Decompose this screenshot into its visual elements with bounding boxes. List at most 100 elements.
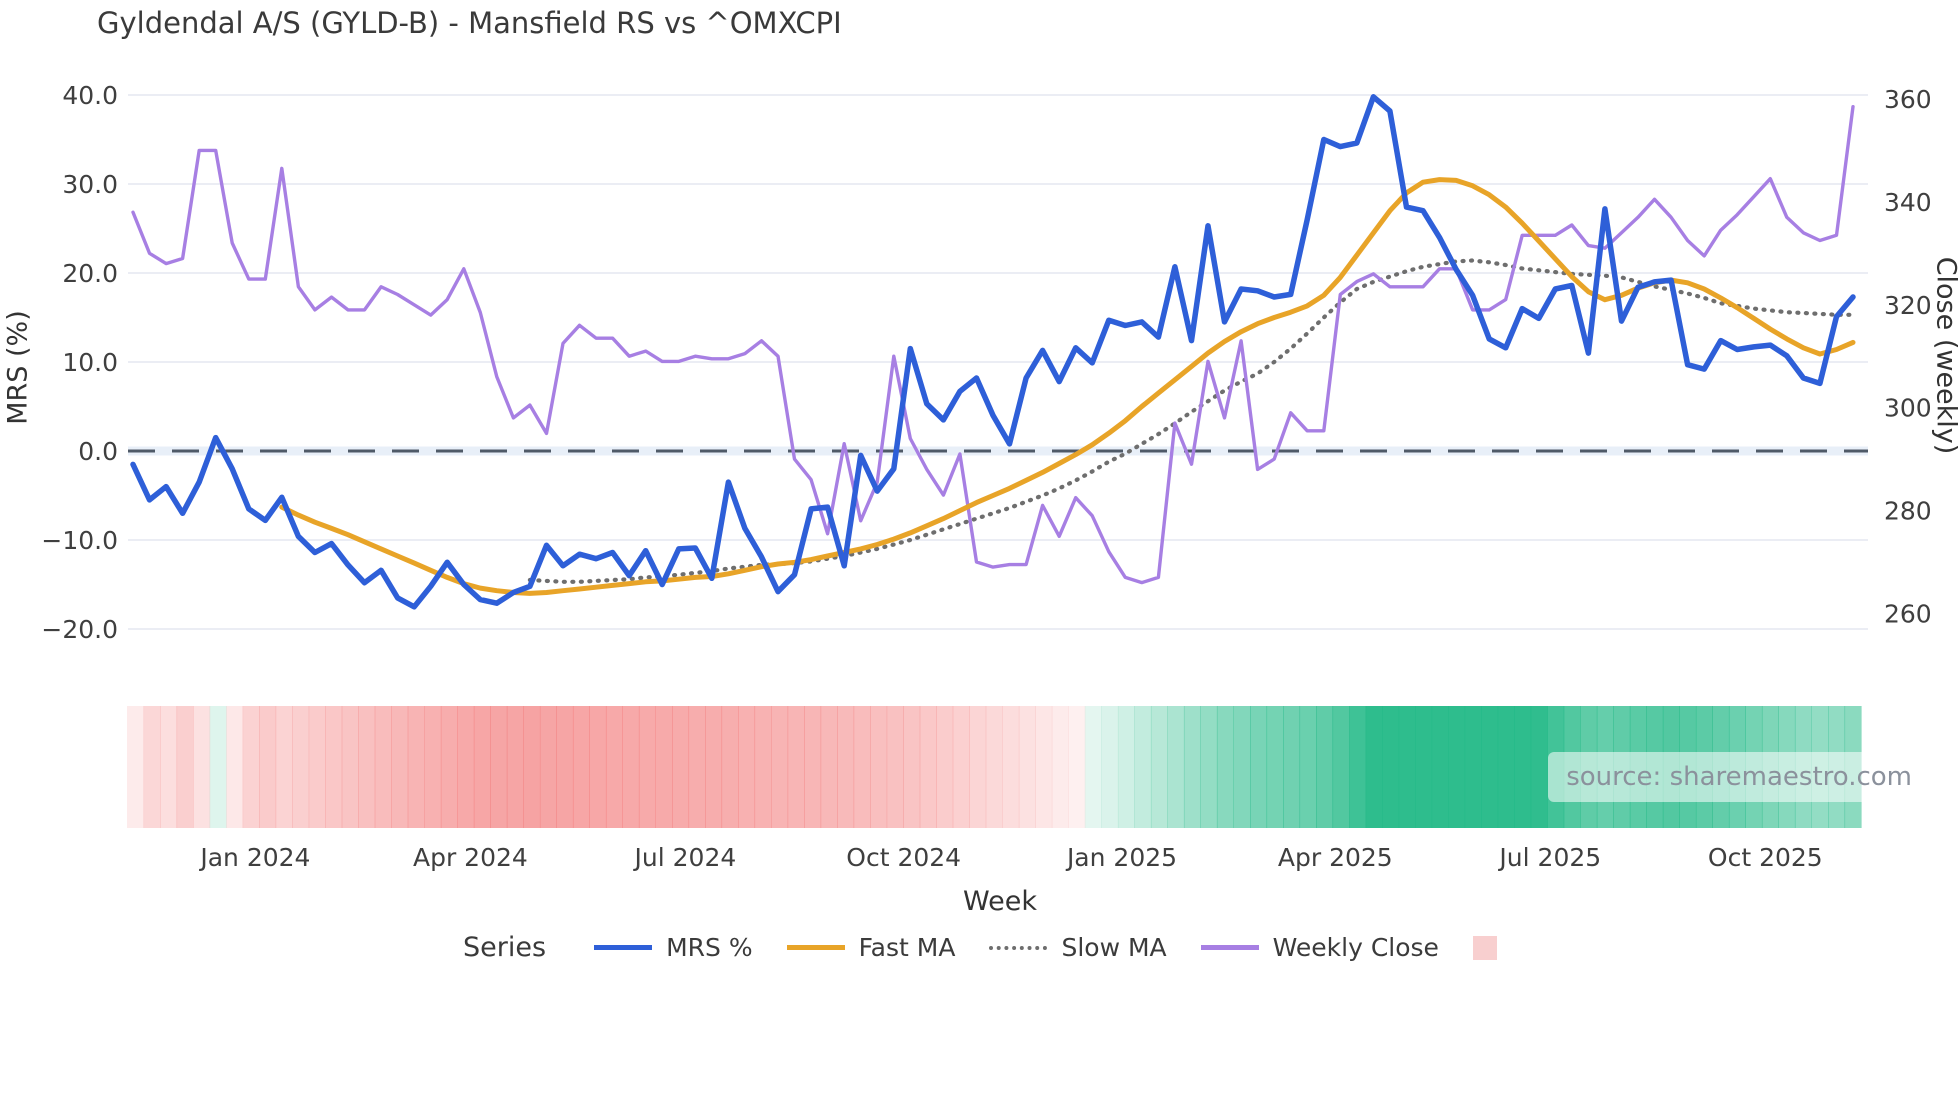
heatmap-ribbon-cell — [919, 706, 937, 828]
heatmap-ribbon-cell — [1266, 706, 1284, 828]
heatmap-ribbon-cell — [407, 706, 425, 828]
heatmap-ribbon-cell — [1316, 706, 1334, 828]
legend-swatch — [989, 945, 1048, 950]
heatmap-ribbon-cell — [1035, 706, 1053, 828]
heatmap-ribbon-cell — [1117, 706, 1135, 828]
y-tick-left: −20.0 — [41, 615, 118, 644]
heatmap-ribbon-cell — [705, 706, 723, 828]
zero-band — [128, 446, 1868, 456]
heatmap-ribbon-cell — [358, 706, 376, 828]
heatmap-ribbon-cell — [275, 706, 293, 828]
y-tick-left: 40.0 — [62, 81, 118, 110]
heatmap-ribbon-cell — [506, 706, 524, 828]
heatmap-ribbon-cell — [655, 706, 673, 828]
heatmap-ribbon-cell — [1134, 706, 1152, 828]
heatmap-ribbon-cell — [622, 706, 640, 828]
legend-series-title: Series — [463, 932, 547, 963]
heatmap-ribbon-cell — [374, 706, 392, 828]
legend-item-slow-ma: Slow MA — [989, 933, 1167, 962]
legend-label: MRS % — [666, 933, 753, 962]
legend-item-mrs: MRS % — [594, 933, 753, 962]
legend: Series MRS % Fast MA Slow MA Weekly Close — [0, 932, 1960, 963]
legend-item-heatmap — [1472, 935, 1497, 960]
heatmap-ribbon-cell — [1431, 706, 1449, 828]
heatmap-ribbon-cell — [209, 706, 227, 828]
heatmap-ribbon-cell — [638, 706, 656, 828]
heatmap-ribbon-cell — [127, 706, 145, 828]
heatmap-ribbon-cell — [539, 706, 557, 828]
heatmap-ribbon-cell — [391, 706, 409, 828]
y-tick-right: 280 — [1884, 497, 1932, 526]
legend-label: Weekly Close — [1272, 933, 1439, 962]
heatmap-ribbon-cell — [886, 706, 904, 828]
heatmap-ribbon-cell — [985, 706, 1003, 828]
heatmap-ribbon-cell — [853, 706, 871, 828]
heatmap-ribbon-cell — [193, 706, 211, 828]
y-tick-right: 300 — [1884, 394, 1932, 423]
heatmap-ribbon-cell — [341, 706, 359, 828]
heatmap-ribbon-cell — [292, 706, 310, 828]
legend-swatch — [786, 945, 845, 950]
heatmap-ribbon-cell — [1101, 706, 1119, 828]
x-tick: Apr 2024 — [413, 843, 528, 872]
heatmap-ribbon-cell — [1497, 706, 1515, 828]
heatmap-ribbon-cell — [308, 706, 326, 828]
heatmap-ribbon-cell — [1283, 706, 1301, 828]
heatmap-ribbon-cell — [820, 706, 838, 828]
heatmap-ribbon-cell — [473, 706, 491, 828]
heatmap-ribbon-cell — [523, 706, 541, 828]
heatmap-ribbon-cell — [952, 706, 970, 828]
heatmap-ribbon-cell — [226, 706, 244, 828]
heatmap-ribbon-cell — [721, 706, 739, 828]
y-tick-left: −10.0 — [41, 526, 118, 555]
x-tick: Jul 2025 — [1497, 843, 1601, 872]
heatmap-ribbon-cell — [1216, 706, 1234, 828]
heatmap-ribbon-cell — [688, 706, 706, 828]
legend-label: Slow MA — [1061, 933, 1167, 962]
heatmap-ribbon-cell — [1530, 706, 1548, 828]
heatmap-ribbon-cell — [1183, 706, 1201, 828]
y-tick-left: 20.0 — [62, 259, 118, 288]
heatmap-ribbon-cell — [1167, 706, 1185, 828]
x-tick: Oct 2025 — [1708, 843, 1823, 872]
heatmap-ribbon-cell — [1382, 706, 1400, 828]
heatmap-ribbon-cell — [1233, 706, 1251, 828]
heatmap-ribbon-cell — [1332, 706, 1350, 828]
heatmap-ribbon-cell — [242, 706, 260, 828]
x-tick: Jan 2025 — [1065, 843, 1177, 872]
heatmap-ribbon-cell — [837, 706, 855, 828]
legend-swatch — [1200, 945, 1259, 950]
heatmap-ribbon-cell — [1299, 706, 1317, 828]
heatmap-ribbon-cell — [457, 706, 475, 828]
heatmap-ribbon-cell — [1200, 706, 1218, 828]
heatmap-ribbon-cell — [1018, 706, 1036, 828]
heatmap-ribbon-cell — [771, 706, 789, 828]
heatmap-ribbon-cell — [903, 706, 921, 828]
heatmap-ribbon-cell — [754, 706, 772, 828]
y-tick-right: 340 — [1884, 188, 1932, 217]
heatmap-ribbon-cell — [1068, 706, 1086, 828]
heatmap-ribbon-cell — [589, 706, 607, 828]
mrs-line — [130, 94, 1856, 610]
x-tick: Jan 2024 — [198, 843, 310, 872]
y-tick-left: 10.0 — [62, 348, 118, 377]
heatmap-ribbon-cell — [1051, 706, 1069, 828]
heatmap-ribbon-cell — [572, 706, 590, 828]
heatmap-ribbon-cell — [490, 706, 508, 828]
heatmap-ribbon-cell — [672, 706, 690, 828]
heatmap-ribbon-cell — [787, 706, 805, 828]
heatmap-ribbon-cell — [440, 706, 458, 828]
heatmap-ribbon-cell — [1365, 706, 1383, 828]
heatmap-ribbon-cell — [143, 706, 161, 828]
heatmap-ribbon-cell — [424, 706, 442, 828]
heatmap-ribbon-cell — [556, 706, 574, 828]
heatmap-ribbon-cell — [1002, 706, 1020, 828]
fast-ma-line — [279, 177, 1856, 596]
y-tick-left: 0.0 — [78, 437, 118, 466]
heatmap-ribbon-cell — [870, 706, 888, 828]
heatmap-ribbon-cell — [325, 706, 343, 828]
heatmap-ribbon-cell — [1464, 706, 1482, 828]
legend-swatch — [1472, 935, 1497, 960]
heatmap-ribbon-cell — [1398, 706, 1416, 828]
